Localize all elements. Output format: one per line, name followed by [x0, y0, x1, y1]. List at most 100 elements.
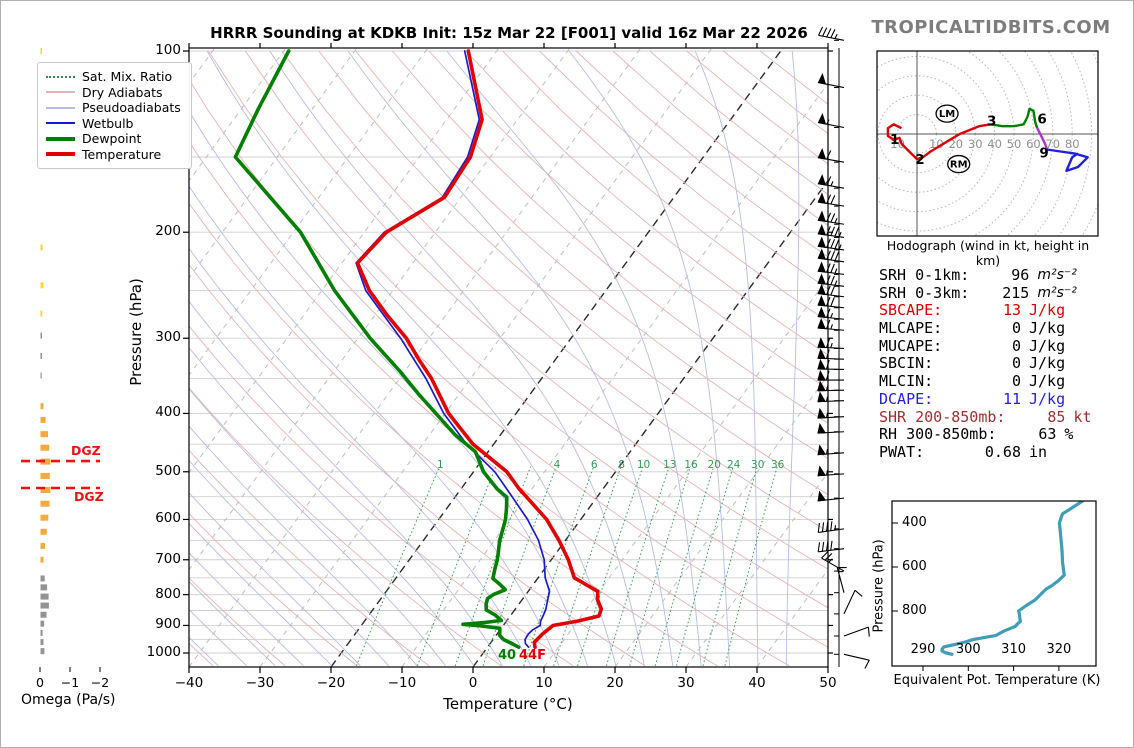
brand-logo: TROPICALTIDBITS.COM: [871, 17, 1111, 38]
wind-barb: [817, 318, 845, 331]
ring-label: 60: [1026, 137, 1041, 151]
wind-barb: [817, 295, 845, 309]
storm-motion-label: LM: [939, 109, 955, 120]
index-row: SHR 200-850mb: 85 kt: [879, 408, 1092, 427]
omega-bar: [40, 403, 44, 410]
wind-barb: [817, 248, 845, 263]
omega-bar: [40, 282, 44, 289]
skewt-legend: Sat. Mix. Ratio Dry Adiabats Pseudoadiabat…: [37, 62, 192, 169]
skewt-xlabel: Temperature (°C): [443, 695, 573, 713]
index-value: 0: [1011, 372, 1021, 391]
omega-bar: [40, 352, 42, 359]
x-tick-label: −30: [245, 675, 275, 691]
temperature-curve: [355, 49, 604, 650]
index-label: RH 300-850mb:: [879, 425, 997, 444]
index-row: SRH 0-1km: 96 m²s⁻²: [879, 266, 1091, 285]
wind-barb: [817, 490, 845, 502]
wind-barb: [817, 26, 845, 41]
pressure-tick-label: 700: [155, 550, 181, 567]
storm-motion-marker: [935, 104, 959, 123]
omega-bar: [40, 514, 49, 521]
wind-barb: [817, 112, 845, 129]
x-tick-label: 10: [535, 675, 553, 691]
legend-item-label: Dewpoint: [82, 131, 142, 147]
wind-barb: [817, 174, 845, 189]
index-unit: J/kg: [1029, 301, 1066, 320]
legend-line-swatch: [46, 122, 75, 125]
index-label: MUCAPE:: [879, 336, 943, 355]
pressure-tick-label: 1000: [146, 644, 181, 660]
wind-barb: [817, 540, 845, 553]
legend-item-label: Sat. Mix. Ratio: [82, 69, 173, 85]
ring-label: 30: [968, 137, 983, 151]
skewt-plot: 1 4 6 8 10 13 16 20 24 30 36: [189, 48, 828, 667]
omega-bar: [40, 48, 42, 54]
theta-e-curve: [940, 501, 1085, 656]
index-row: RH 300-850mb: 63%: [879, 425, 1091, 444]
ring-label: 80: [1065, 137, 1080, 151]
index-row: SBCAPE: 13 J/kg: [879, 302, 1091, 320]
omega-bar: [40, 500, 50, 507]
mixing-ratio-label: 13: [663, 459, 676, 471]
index-row: MUCAPE: 0 J/kg: [879, 336, 1091, 356]
pressure-tick-label: 100: [155, 42, 181, 58]
ring-label: 10: [929, 137, 944, 151]
wind-barbs: [817, 26, 870, 669]
omega-bar: [40, 639, 44, 646]
index-value: 0: [1011, 354, 1021, 373]
theta-p-tick: 600: [902, 559, 927, 574]
legend-item: Sat. Mix. Ratio: [46, 69, 181, 85]
omega-tick-label: −2: [90, 675, 110, 690]
indices-panel: SRH 0-1km: 96 m²s⁻² SRH 0-3km: 215 m²s⁻² SBCAP…: [879, 266, 1092, 462]
index-unit: m²s⁻²: [1037, 267, 1077, 283]
wind-barb: [817, 148, 845, 163]
index-unit: J/kg: [1029, 354, 1066, 373]
legend-line-swatch: [46, 136, 75, 141]
mixing-ratio-label: 36: [771, 459, 785, 471]
height-label: 3: [987, 113, 996, 129]
wind-barb: [821, 550, 845, 572]
theta-x-tick: 320: [1046, 642, 1072, 657]
omega-axis-label: Omega (Pa/s): [21, 692, 116, 708]
index-unit: in: [1029, 442, 1048, 461]
omega-bar: [40, 528, 47, 535]
omega-bar: [40, 458, 51, 465]
omega-bar: [40, 472, 50, 479]
omega-bar: [40, 244, 43, 251]
height-label: 2: [915, 152, 924, 168]
theta-e-ticks: [892, 522, 1060, 671]
omega-bar: [40, 416, 46, 423]
x-tick-label: −40: [174, 675, 204, 691]
wind-barb: [817, 407, 845, 419]
index-label: MLCAPE:: [879, 319, 943, 338]
theta-ylabel: Pressure (hPa): [871, 539, 887, 633]
index-label: SBCIN:: [879, 354, 934, 373]
mixing-ratio-label: 6: [591, 459, 598, 471]
omega-bar: [40, 444, 50, 451]
omega-bar: [40, 431, 48, 438]
index-value: 0: [1011, 319, 1021, 338]
mixing-ratio-label: 16: [684, 459, 698, 471]
index-label: MLCIN:: [879, 372, 934, 391]
index-row: DCAPE: 11 J/kg: [879, 390, 1091, 409]
x-tick-label: 20: [606, 675, 624, 691]
index-label: SBCAPE:: [879, 301, 943, 320]
omega-bar: [40, 602, 49, 609]
storm-motion-marker: [947, 154, 971, 174]
index-label: PWAT:: [879, 442, 925, 461]
omega-bar: [40, 332, 42, 339]
theta-p-tick: 400: [902, 515, 927, 530]
index-unit: J/kg: [1029, 336, 1066, 355]
legend-line-swatch: [46, 75, 75, 78]
omega-bar: [40, 593, 49, 600]
mixing-ratio-labels: 1 4 6 8 10 13 16 20 24 30 36: [437, 459, 785, 471]
pressure-tick-label: 300: [155, 329, 181, 346]
omega-bar: [40, 556, 44, 563]
page-title: HRRR Sounding at KDKB Init: 15z Mar 22 […: [210, 24, 808, 42]
skewt-frame: [188, 47, 829, 668]
surface-temperature-label: 44F: [519, 648, 546, 663]
index-row: SBCIN: 0 J/kg: [879, 355, 1091, 373]
dewpoint-curve: [233, 49, 521, 650]
index-row: MLCAPE: 0 J/kg: [879, 319, 1091, 338]
